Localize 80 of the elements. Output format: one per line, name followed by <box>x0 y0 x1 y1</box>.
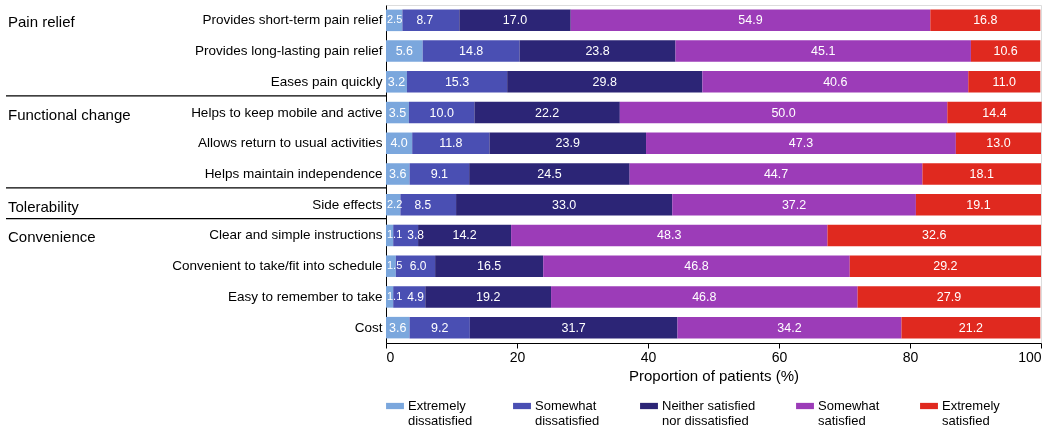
data-label: 10.6 <box>993 44 1018 59</box>
y-tick-label: Helps to keep mobile and active <box>191 104 383 120</box>
data-label: 14.2 <box>452 228 477 243</box>
data-label: 16.8 <box>973 13 998 28</box>
data-label: 8.7 <box>416 13 434 28</box>
data-label: 19.1 <box>966 197 991 212</box>
data-label: 46.8 <box>692 289 717 304</box>
data-label: 37.2 <box>781 197 807 212</box>
text: Tolerability <box>8 197 80 215</box>
data-label: 3.2 <box>387 74 406 89</box>
data-label: 4.0 <box>390 136 408 151</box>
x-tick-label: 60 <box>771 348 788 365</box>
data-label: 10.0 <box>429 105 454 120</box>
data-label: 1.1 <box>387 228 403 241</box>
data-label: 44.7 <box>763 167 789 181</box>
data-label: 21.2 <box>958 320 984 335</box>
data-label: 24.5 <box>537 167 562 181</box>
data-label: 46.8 <box>684 259 709 274</box>
y-tick-label: Provides long-lasting pain relief <box>194 43 383 59</box>
data-label: 9.2 <box>431 320 449 335</box>
text: Pain relief <box>8 13 76 31</box>
data-label: 54.9 <box>738 13 763 28</box>
data-label: 3.8 <box>407 228 425 243</box>
data-label: 40.6 <box>823 74 848 89</box>
text: Functional change <box>8 105 131 123</box>
data-label: 32.6 <box>922 228 947 243</box>
data-label: 14.4 <box>982 105 1007 120</box>
x-tick-label: 80 <box>902 348 919 365</box>
text: Convenience <box>8 228 96 246</box>
y-tick-label: Helps maintain independence <box>204 166 383 181</box>
data-label: 48.3 <box>657 228 682 243</box>
x-tick-label: 100 <box>1018 348 1042 365</box>
x-tick-label: 0 <box>386 348 395 365</box>
data-label: 3.6 <box>389 320 407 335</box>
data-label: 5.6 <box>395 44 414 59</box>
y-tick-label: Side effects <box>312 196 383 212</box>
data-label: 17.0 <box>502 13 528 28</box>
data-label: 23.9 <box>555 136 580 151</box>
data-label: 3.5 <box>388 105 407 120</box>
data-label: 4.9 <box>407 289 425 304</box>
legend-label: Extremely satisfied <box>942 398 1001 428</box>
data-label: 34.2 <box>777 320 802 335</box>
data-label: 47.3 <box>788 136 814 151</box>
data-label: 2.5 <box>387 13 403 26</box>
y-tick-label: Allows return to usual activities <box>197 135 383 151</box>
data-label: 50.0 <box>771 105 796 120</box>
legend-label: Neither satisfied nor dissatisfied <box>662 398 756 428</box>
data-label: 3.6 <box>389 167 407 181</box>
data-label: 29.2 <box>933 259 958 274</box>
data-label: 14.8 <box>458 44 484 59</box>
x-axis-title: Proportion of patients (%) <box>628 366 800 384</box>
legend-label: Somewhat dissatisfied <box>535 398 600 428</box>
legend-label: Somewhat satisfied <box>818 398 880 428</box>
data-label: 6.0 <box>409 259 427 274</box>
y-tick-label: Easy to remember to take <box>227 288 383 304</box>
y-tick-label: Provides short-term pain relief <box>202 12 383 28</box>
data-label: 33.0 <box>551 197 577 212</box>
y-tick-label: Eases pain quickly <box>270 73 383 89</box>
y-tick-label: Clear and simple instructions <box>209 227 383 243</box>
x-tick-label: 20 <box>509 348 526 365</box>
data-label: 18.1 <box>969 167 994 181</box>
data-label: 27.9 <box>936 289 962 304</box>
x-tick-label: 40 <box>640 348 657 365</box>
data-label: 11.8 <box>439 136 463 151</box>
data-label: 15.3 <box>444 74 470 89</box>
data-label: 1.1 <box>387 289 403 302</box>
data-label: 29.8 <box>592 74 617 89</box>
data-label: 45.1 <box>811 44 836 59</box>
data-label: 16.5 <box>476 259 502 274</box>
data-label: 8.5 <box>414 197 432 212</box>
data-label: 9.1 <box>430 167 449 181</box>
data-label: 11.0 <box>992 74 1017 89</box>
y-tick-label: Convenient to take/fit into schedule <box>172 258 383 274</box>
y-tick-label: Cost <box>354 319 383 335</box>
data-label: 31.7 <box>561 320 586 335</box>
data-label: 13.0 <box>986 136 1011 151</box>
data-label: 22.2 <box>534 105 560 120</box>
data-label: 19.2 <box>476 289 501 304</box>
legend-label: Extremely dissatisfied <box>408 398 473 428</box>
data-label: 23.8 <box>585 44 610 59</box>
